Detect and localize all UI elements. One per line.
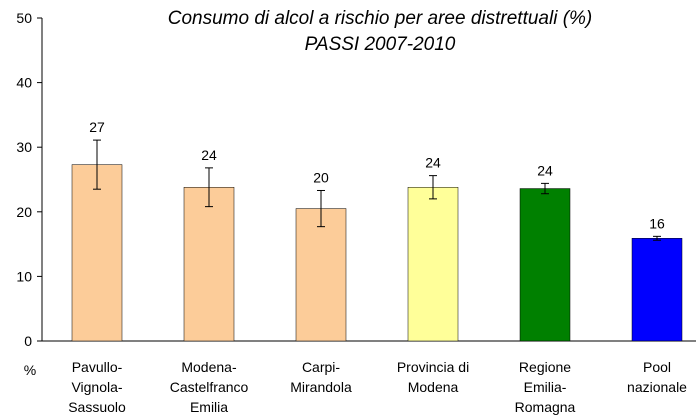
x-tick-label-line: Modena	[408, 379, 459, 395]
chart-subtitle: PASSI 2007-2010	[305, 34, 456, 55]
bar	[295, 208, 347, 342]
x-tick-label-line: Modena-	[181, 359, 237, 375]
bar	[183, 187, 235, 342]
y-axis-label: %	[24, 362, 36, 378]
x-tick-label: Regione Emilia- Romagna	[515, 359, 576, 415]
x-tick-label-line: Castelfranco	[170, 379, 249, 395]
y-tick-label: 40	[16, 75, 32, 91]
x-tick-label: Pool nazionale	[627, 359, 687, 395]
x-tick-label-line: Pavullo-	[72, 359, 123, 375]
y-tick-label: 50	[16, 10, 32, 26]
x-tick-label-line: Provincia di	[397, 359, 469, 375]
x-tick-label-line: Pool	[643, 359, 671, 375]
x-tick-label-line: Romagna	[515, 399, 576, 415]
value-label: 24	[425, 155, 441, 171]
x-tick-label-line: Regione	[519, 359, 571, 375]
x-tick-label-line: Emilia	[190, 399, 228, 415]
bar	[519, 188, 571, 342]
value-label: 20	[313, 169, 329, 185]
x-tick-label: Modena- Castelfranco Emilia	[170, 359, 249, 415]
x-tick-label-line: Mirandola	[290, 379, 352, 395]
bar	[407, 187, 459, 342]
bar	[631, 238, 683, 342]
y-tick-label: 20	[16, 204, 32, 220]
x-tick-label-line: Emilia-	[524, 379, 567, 395]
bar	[71, 164, 123, 342]
x-tick-label: Carpi- Mirandola	[290, 359, 352, 395]
x-tick-label: Pavullo- Vignola- Sassuolo	[68, 359, 126, 415]
x-tick-label-line: Carpi-	[302, 359, 340, 375]
y-tick-label: 30	[16, 139, 32, 155]
value-label: 24	[537, 162, 553, 178]
x-tick-label: Provincia di Modena	[397, 359, 469, 395]
value-label: 16	[649, 215, 665, 231]
x-tick-label-line: Vignola-	[71, 379, 122, 395]
y-tick-label: 10	[16, 268, 32, 284]
value-label: 27	[89, 119, 105, 135]
y-tick-label: 0	[24, 333, 32, 349]
value-label: 24	[201, 147, 217, 163]
x-tick-label-line: nazionale	[627, 379, 687, 395]
chart-title: Consumo di alcol a rischio per aree dist…	[168, 8, 593, 29]
x-tick-label-line: Sassuolo	[68, 399, 126, 415]
